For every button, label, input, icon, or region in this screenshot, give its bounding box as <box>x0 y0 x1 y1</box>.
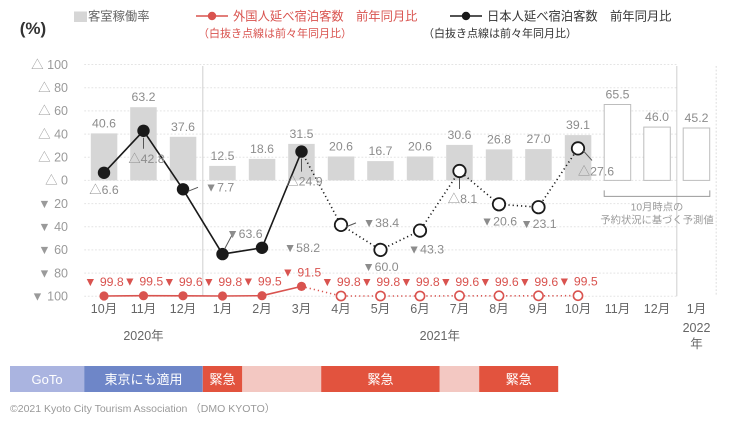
svg-text:▼43.3: ▼43.3 <box>408 243 444 257</box>
svg-text:12.5: 12.5 <box>211 149 235 163</box>
svg-text:12月: 12月 <box>170 302 196 316</box>
svg-text:31.5: 31.5 <box>290 127 314 141</box>
svg-text:37.6: 37.6 <box>171 120 195 134</box>
svg-text:12月: 12月 <box>644 302 670 316</box>
svg-text:日本人延べ宿泊客数 前年同月比: 日本人延べ宿泊客数 前年同月比 <box>487 9 671 24</box>
svg-text:予約状況に基づく予測値: 予約状況に基づく予測値 <box>600 213 713 226</box>
svg-text:11月: 11月 <box>605 302 630 316</box>
svg-text:45.2: 45.2 <box>685 111 709 125</box>
svg-text:▼7.7: ▼7.7 <box>205 180 234 194</box>
svg-text:▼ 99.6: ▼ 99.6 <box>440 275 480 289</box>
svg-text:16.7: 16.7 <box>369 144 393 158</box>
svg-text:27.0: 27.0 <box>527 132 551 146</box>
svg-text:18.6: 18.6 <box>250 142 274 156</box>
svg-text:▼ 99.8: ▼ 99.8 <box>400 275 440 289</box>
svg-text:20.6: 20.6 <box>329 140 353 154</box>
svg-text:▼ 99.8: ▼ 99.8 <box>203 275 243 289</box>
svg-text:39.1: 39.1 <box>566 118 590 132</box>
svg-text:東京にも適用: 東京にも適用 <box>104 372 182 387</box>
svg-text:8月: 8月 <box>489 302 508 316</box>
svg-text:2月: 2月 <box>252 302 271 316</box>
svg-text:▼23.1: ▼23.1 <box>520 217 556 231</box>
svg-text:10月: 10月 <box>565 302 591 316</box>
svg-text:△8.1: △8.1 <box>448 192 478 206</box>
svg-text:1月: 1月 <box>687 302 706 316</box>
svg-text:4月: 4月 <box>331 302 350 316</box>
svg-text:63.2: 63.2 <box>132 90 156 104</box>
svg-text:（白抜き点線は前々年同月比）: （白抜き点線は前々年同月比） <box>198 26 352 40</box>
svg-text:△ 100: △ 100 <box>31 58 68 72</box>
svg-text:46.0: 46.0 <box>645 110 669 124</box>
svg-text:▼60.0: ▼60.0 <box>362 260 398 274</box>
svg-text:▼ 20: ▼ 20 <box>38 197 68 211</box>
svg-text:1月: 1月 <box>213 302 232 316</box>
svg-text:▼ 99.6: ▼ 99.6 <box>163 275 203 289</box>
svg-text:▼20.6: ▼20.6 <box>481 214 517 228</box>
svg-text:△24.9: △24.9 <box>286 175 322 189</box>
svg-text:2020年: 2020年 <box>123 329 163 343</box>
svg-text:26.8: 26.8 <box>487 132 511 146</box>
svg-text:GoTo: GoTo <box>32 372 63 387</box>
svg-text:10月: 10月 <box>91 302 117 316</box>
svg-text:△ 20: △ 20 <box>38 150 68 164</box>
svg-text:▼ 99.5: ▼ 99.5 <box>242 275 282 289</box>
svg-text:(%): (%) <box>20 19 46 38</box>
svg-text:▼58.2: ▼58.2 <box>284 241 320 255</box>
svg-text:6月: 6月 <box>410 302 429 316</box>
svg-text:△ 40: △ 40 <box>38 127 68 141</box>
svg-text:©2021 Kyoto City Tourism Assoc: ©2021 Kyoto City Tourism Association （DM… <box>10 403 275 415</box>
svg-text:年: 年 <box>690 337 703 351</box>
svg-text:△6.6: △6.6 <box>89 183 119 197</box>
svg-text:△ 80: △ 80 <box>38 81 68 95</box>
svg-text:客室稼働率: 客室稼働率 <box>88 10 150 24</box>
svg-text:11月: 11月 <box>131 302 156 316</box>
svg-text:▼ 40: ▼ 40 <box>38 220 68 234</box>
svg-text:▼63.6: ▼63.6 <box>226 227 262 241</box>
svg-text:▼ 99.6: ▼ 99.6 <box>519 275 559 289</box>
svg-text:10月時点の: 10月時点の <box>631 201 684 213</box>
svg-text:3月: 3月 <box>292 302 311 316</box>
svg-text:▼ 99.8: ▼ 99.8 <box>321 275 361 289</box>
svg-text:▼ 99.6: ▼ 99.6 <box>479 275 519 289</box>
svg-text:△27.6: △27.6 <box>578 164 614 178</box>
svg-text:65.5: 65.5 <box>606 88 630 102</box>
svg-text:▼ 91.5: ▼ 91.5 <box>282 265 322 279</box>
svg-text:9月: 9月 <box>529 302 548 316</box>
svg-text:▼ 99.8: ▼ 99.8 <box>84 275 124 289</box>
svg-text:40.6: 40.6 <box>92 116 116 130</box>
svg-text:▼ 100: ▼ 100 <box>31 289 68 303</box>
svg-text:▼ 99.5: ▼ 99.5 <box>558 275 598 289</box>
svg-text:▼38.4: ▼38.4 <box>363 216 399 230</box>
svg-text:外国人延べ宿泊客数 前年同月比: 外国人延べ宿泊客数 前年同月比 <box>233 9 417 24</box>
svg-text:▼ 60: ▼ 60 <box>38 243 68 257</box>
svg-text:▼ 99.8: ▼ 99.8 <box>361 275 401 289</box>
svg-text:30.6: 30.6 <box>448 128 472 142</box>
svg-text:（白抜き点線は前々年同月比）: （白抜き点線は前々年同月比） <box>423 26 577 40</box>
svg-text:2022: 2022 <box>683 321 711 335</box>
svg-text:▼ 80: ▼ 80 <box>38 266 68 280</box>
svg-text:緊急: 緊急 <box>506 372 532 387</box>
svg-text:7月: 7月 <box>450 302 469 316</box>
svg-text:緊急: 緊急 <box>209 372 235 387</box>
svg-text:△42.8: △42.8 <box>128 152 164 166</box>
svg-text:緊急: 緊急 <box>367 372 393 387</box>
svg-text:▼ 99.5: ▼ 99.5 <box>124 275 164 289</box>
svg-text:△ 0: △ 0 <box>45 174 68 188</box>
svg-text:2021年: 2021年 <box>420 329 460 343</box>
svg-text:5月: 5月 <box>371 302 390 316</box>
svg-text:△ 60: △ 60 <box>38 104 68 118</box>
svg-text:20.6: 20.6 <box>408 140 432 154</box>
